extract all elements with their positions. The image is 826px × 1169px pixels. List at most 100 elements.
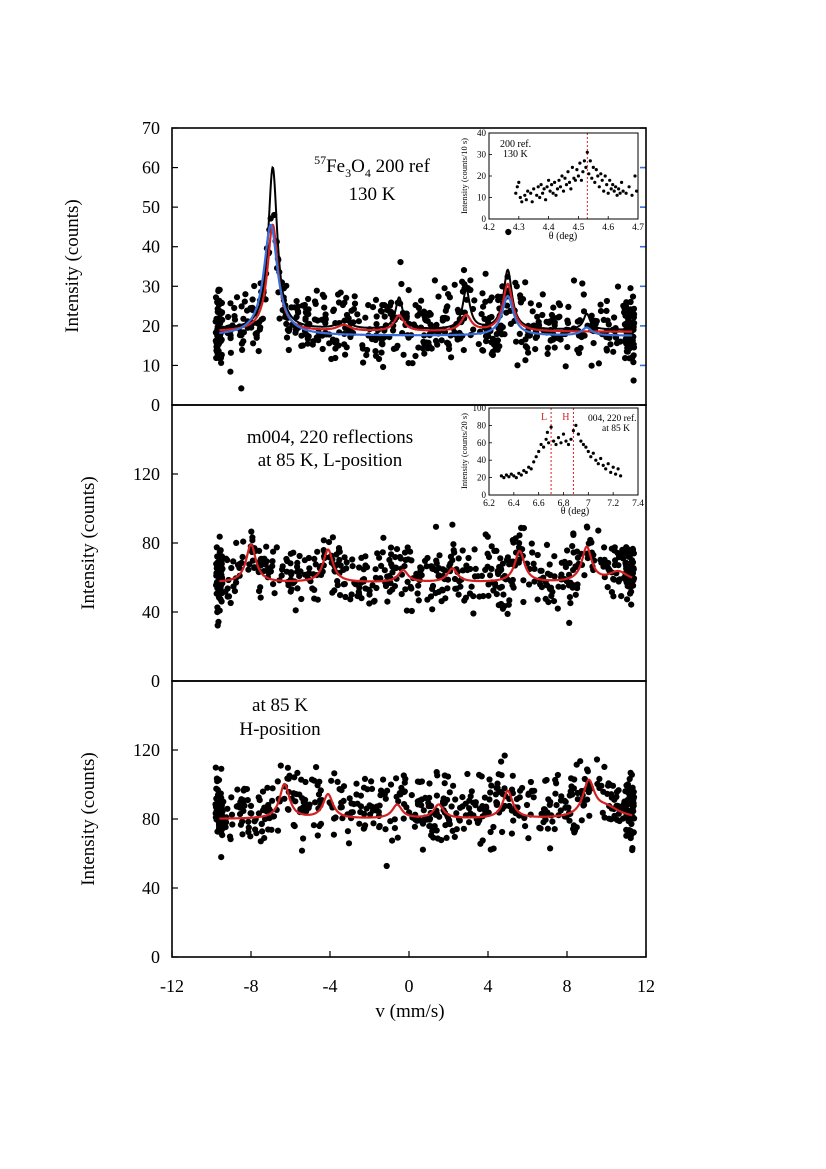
- panel-b-data-point: [625, 580, 632, 587]
- panel-a-data-point: [434, 341, 441, 348]
- panel-c-data-point: [255, 794, 262, 801]
- panel-b-data-point: [331, 587, 338, 594]
- panel-a-data-point: [365, 302, 372, 309]
- panel-a-data-point: [605, 321, 612, 328]
- panel-b-data-point: [516, 540, 523, 547]
- inset-b-ytick-label: 40: [477, 455, 487, 465]
- panel-c-data-point: [544, 825, 552, 832]
- inset-a-point: [599, 172, 603, 176]
- panel-a-data-point: [298, 332, 305, 339]
- panel-c-data-point: [260, 807, 267, 814]
- inset-a-ytick-label: 0: [482, 214, 487, 224]
- panel-b-data-point: [415, 582, 422, 589]
- panel-b-data-point: [386, 556, 393, 564]
- panel-b-data-point: [601, 544, 608, 551]
- inset-a-xticks: 4.2 4.3 4.4 4.5 4.6 4.7: [483, 216, 644, 233]
- inset-a-point: [539, 183, 543, 187]
- panel-c-data-point: [310, 822, 317, 829]
- panel-b-data-point: [459, 567, 466, 574]
- inset-b-point: [517, 471, 521, 475]
- panel-b-data-point: [393, 546, 401, 553]
- panel-b-data-point: [583, 523, 591, 530]
- panel-b-data-point: [534, 551, 541, 559]
- panel-a-data-point: [507, 320, 514, 327]
- inset-b-point: [574, 423, 578, 427]
- panel-a-data-point: [326, 340, 333, 347]
- panel-c-data-point: [219, 832, 226, 839]
- panel-a-data-point: [483, 338, 490, 345]
- panel-c-data-point: [487, 846, 494, 853]
- panel-c-data-point: [460, 825, 467, 832]
- panel-b-data-point: [487, 572, 494, 579]
- panel-c-data-point: [291, 774, 298, 781]
- panel-c-data-point: [316, 778, 323, 785]
- panel-c-annotation-1: at 85 K: [252, 695, 308, 716]
- panel-c-data-point: [472, 799, 479, 806]
- panel-c-data-point: [457, 804, 464, 811]
- inset-a-point: [524, 198, 528, 202]
- panel-b-data-point: [505, 601, 512, 608]
- panel-a-data-point: [288, 304, 295, 311]
- panel-a-data-point: [337, 289, 344, 296]
- panel-a-data-point: [375, 355, 383, 363]
- panel-a-data-point: [215, 301, 223, 308]
- panel-a-data-point: [611, 314, 618, 321]
- panel-c-data-point: [552, 790, 559, 797]
- panel-c-yticks: 0 40 80 120: [133, 740, 646, 967]
- panel-a-data-point: [514, 362, 521, 369]
- panel-b-data-point: [459, 547, 466, 554]
- inset-b-point: [529, 467, 533, 471]
- inset-b-point: [532, 460, 536, 464]
- panel-c-data-point: [418, 796, 425, 803]
- panel-a-data-point: [444, 303, 451, 310]
- panel-c-data-point: [545, 796, 552, 803]
- panel-a-data-point: [227, 368, 234, 375]
- inset-a-xtick-label: 4.4: [543, 223, 555, 233]
- panel-c-data-point: [353, 780, 360, 787]
- panel-b-data-point: [464, 566, 471, 574]
- panel-c-data-point: [574, 796, 581, 803]
- panel-c-data-point: [585, 784, 592, 791]
- panel-a-data-point: [607, 341, 614, 348]
- panel-a-data-point: [590, 340, 597, 347]
- panel-b-data-point: [538, 584, 546, 591]
- panel-a-data-point: [518, 338, 525, 346]
- panel-a-data-point: [283, 282, 290, 289]
- panel-b-scatter: [213, 521, 638, 629]
- inset-b-point: [502, 476, 506, 480]
- inset-b-point: [604, 467, 608, 471]
- panel-a-data-point: [495, 297, 502, 304]
- panel-b-data-point: [423, 563, 430, 570]
- panel-b-data-point: [629, 569, 636, 577]
- inset-b-point: [599, 456, 603, 461]
- panel-b-data-point: [574, 548, 581, 555]
- panel-a-data-point: [471, 297, 478, 304]
- panel-c-data-point: [565, 804, 572, 811]
- panel-b-data-point: [305, 570, 312, 577]
- panel-c-data-point: [241, 802, 248, 809]
- panel-b-data-point: [499, 560, 506, 567]
- panel-c-data-point: [553, 780, 560, 787]
- inset-a-point: [575, 168, 579, 172]
- panel-c-data-point: [436, 813, 443, 820]
- inset-b-point: [561, 432, 566, 436]
- panel-b-data-point: [392, 554, 399, 561]
- inset-b-marker-label: L: [541, 412, 547, 423]
- panel-c-data-point: [269, 785, 276, 792]
- panel-a-data-point: [250, 340, 257, 347]
- panel-a-data-point: [342, 351, 349, 358]
- panel-c-data-point: [228, 811, 236, 818]
- panel-b-data-point: [329, 534, 336, 541]
- panel-b-data-point: [529, 549, 536, 556]
- inset-a-point: [606, 191, 610, 195]
- inset-a-point: [514, 191, 518, 195]
- inset-a-xlabel: θ (deg): [549, 231, 577, 242]
- panel-b-data-point: [407, 548, 414, 555]
- panel-a-data-point: [249, 296, 256, 303]
- panel-c-data-point: [601, 763, 608, 771]
- x-tick-label: 0: [405, 976, 414, 996]
- panel-b-data-point: [531, 565, 538, 573]
- panel-c-data-point: [509, 772, 516, 779]
- panel-a-data-point: [359, 345, 366, 352]
